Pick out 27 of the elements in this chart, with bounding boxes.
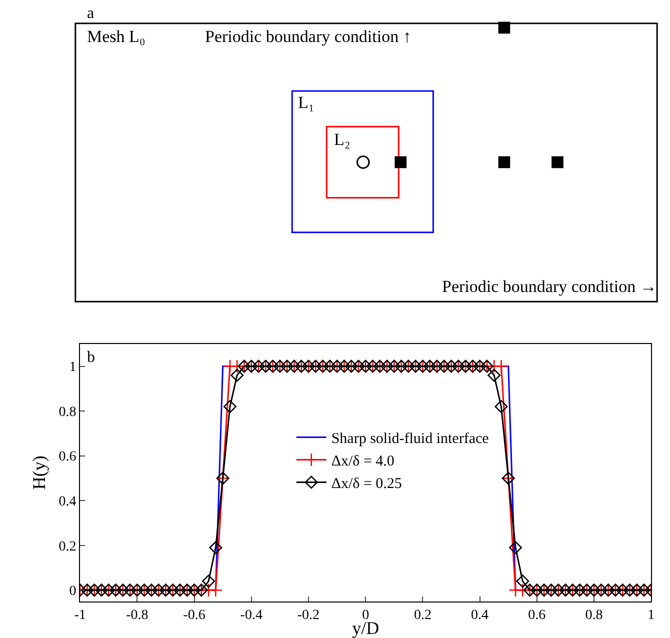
legend-label: Sharp solid-fluid interface: [331, 431, 490, 448]
y-tick-label: 0.2: [58, 539, 76, 554]
x-tick-label: -1: [74, 608, 86, 624]
x-tick-label: 0.4: [471, 608, 489, 624]
y-tick-label: 0.4: [58, 494, 76, 510]
text: a: [87, 5, 94, 22]
x-tick-label: 0.6: [528, 608, 546, 624]
text: Mesh L₀: [87, 27, 146, 46]
y-tick-label: 0: [69, 584, 76, 600]
x-tick-label: 1: [648, 608, 655, 624]
x-tick-label: -0.4: [240, 608, 262, 624]
legend-label: Δx/δ = 4.0: [331, 454, 394, 470]
chart-title: b: [87, 349, 95, 366]
text: Periodic boundary condition →: [442, 277, 657, 296]
legend-label: Δx/δ = 0.25: [331, 476, 402, 492]
x-tick-label: 0.8: [585, 608, 603, 624]
x-tick-label: 0.2: [414, 608, 432, 624]
y-axis-title: H(y): [28, 456, 49, 490]
y-tick-label: 0.6: [58, 450, 76, 465]
x-tick-label: -0.2: [297, 608, 320, 624]
x-tick-label: -0.8: [126, 608, 148, 624]
text: L₂: [334, 130, 350, 149]
y-tick-label: 0.8: [58, 404, 76, 420]
y-tick-label: 1: [69, 360, 76, 376]
text: Periodic boundary condition ↑: [205, 27, 412, 46]
x-tick-label: -0.6: [183, 608, 206, 624]
text: L₁: [298, 93, 314, 112]
